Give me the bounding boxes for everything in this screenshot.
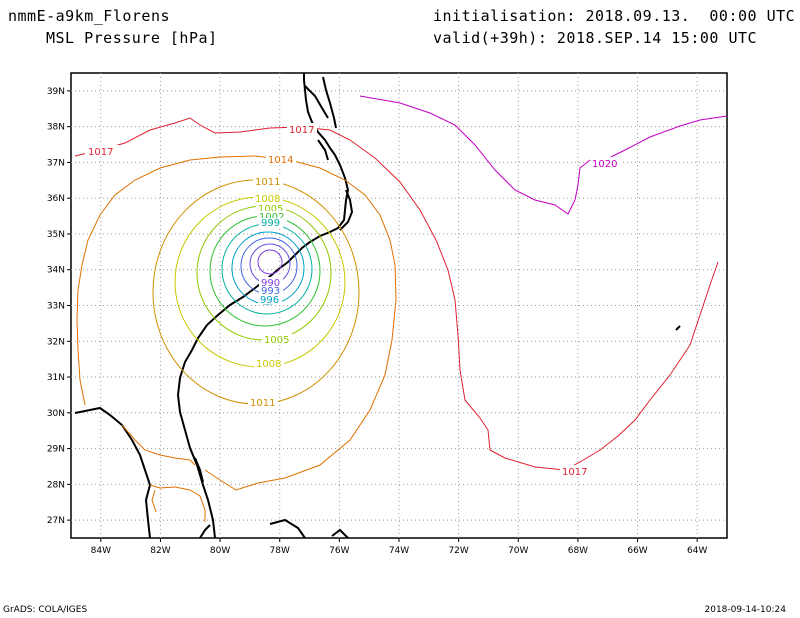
contour-label: 1005 [264, 335, 289, 346]
x-tick-label: 80W [210, 546, 230, 556]
footer-credit: GrADS: COLA/IGES [3, 605, 88, 615]
y-tick-label: 39N [47, 87, 65, 97]
contour-label: 999 [261, 218, 280, 229]
y-tick-label: 28N [47, 480, 65, 490]
contour-label: 996 [260, 295, 279, 306]
y-tick-label: 38N [47, 123, 65, 133]
contour-label: 1005 [258, 204, 283, 215]
contour-label: 1017 [289, 125, 314, 136]
contour-labels: 1017 1017 1014 1011 1008 1005 1002 999 9… [85, 123, 620, 478]
y-tick-label: 27N [47, 516, 65, 526]
y-tick-label: 33N [47, 302, 65, 312]
y-tick-label: 35N [47, 230, 65, 240]
contour-label: 993 [261, 286, 280, 297]
y-tick-label: 37N [47, 158, 65, 168]
x-tick-label: 70W [508, 546, 528, 556]
model-name: nmmE-a9km_Florens [8, 7, 171, 25]
footer-timestamp: 2018-09-14-10:24 [704, 605, 787, 615]
isobar-990 [257, 249, 283, 275]
x-tick-label: 64W [687, 546, 707, 556]
y-tick-label: 34N [47, 266, 65, 276]
y-tick-label: 31N [47, 373, 65, 383]
contour-label: 1011 [255, 177, 280, 188]
x-tick-label: 84W [91, 546, 111, 556]
contour-label: 1017 [88, 147, 113, 158]
x-tick-label: 66W [627, 546, 647, 556]
y-tick-label: 29N [47, 445, 65, 455]
x-tick-label: 72W [448, 546, 468, 556]
init-time: initialisation: 2018.09.13. 00:00 UTC [433, 7, 796, 25]
y-tick-label: 30N [47, 409, 65, 419]
y-tick-label: 32N [47, 337, 65, 347]
contour-label: 1020 [592, 159, 617, 170]
isobar-1014 [76, 155, 397, 491]
x-tick-label: 76W [329, 546, 349, 556]
axes: 84W 82W 80W 78W 76W 74W 72W 70W 68W 66W 64W 39N 38N 3… [47, 87, 708, 556]
variable-title: MSL Pressure [hPa] [46, 29, 218, 47]
contour-label: 990 [261, 278, 280, 289]
contour-label: 1008 [255, 194, 280, 205]
x-tick-label: 74W [389, 546, 409, 556]
valid-time: valid(+39h): 2018.SEP.14 15:00 UTC [433, 29, 758, 47]
grid [71, 73, 727, 538]
y-tick-label: 36N [47, 194, 65, 204]
x-tick-label: 68W [568, 546, 588, 556]
contour-label: 1002 [259, 212, 284, 223]
state-borders [121, 424, 206, 522]
contour-label: 1008 [256, 359, 281, 370]
x-tick-label: 78W [270, 546, 290, 556]
isobar-1020 [359, 95, 728, 215]
contour-label: 1014 [268, 155, 293, 166]
contour-label: 1017 [562, 467, 587, 478]
contour-label: 1011 [250, 398, 275, 409]
x-tick-label: 82W [150, 546, 170, 556]
isobar-1017 [74, 117, 719, 471]
